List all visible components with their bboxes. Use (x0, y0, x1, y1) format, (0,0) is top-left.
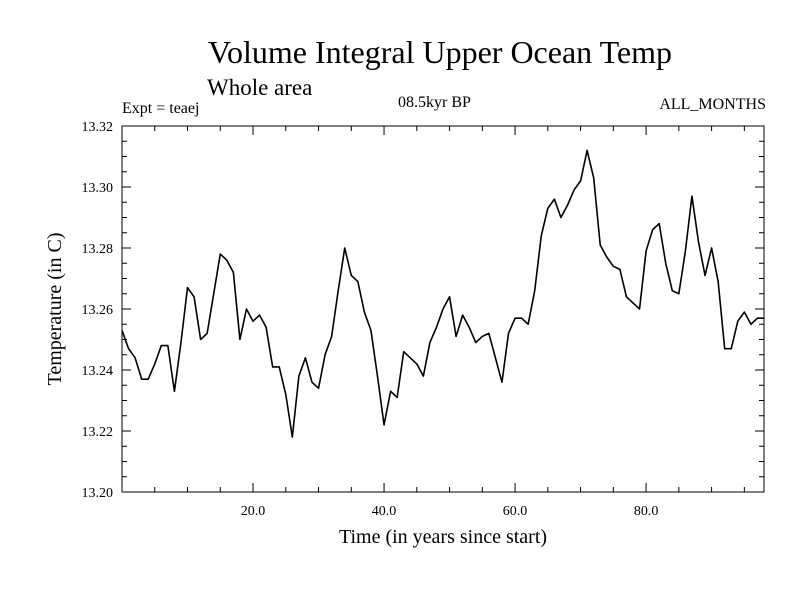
months-label: ALL_MONTHS (659, 96, 766, 113)
x-axis-title: Time (in years since start) (339, 526, 547, 548)
y-tick-labels: 13.20 13.22 13.24 13.26 13.28 13.30 13.32 (82, 120, 114, 501)
y-tick-label: 13.24 (82, 364, 114, 379)
temperature-series-line (121, 149, 764, 438)
x-tick-label: 80.0 (634, 504, 659, 519)
axis-ticks (122, 125, 764, 493)
y-tick-label: 13.26 (82, 303, 114, 318)
x-tick-label: 20.0 (241, 504, 266, 519)
y-tick-label: 13.28 (82, 242, 114, 257)
x-tick-label: 40.0 (372, 504, 397, 519)
chart-subtitle: Whole area (207, 75, 313, 100)
x-tick-labels: 20.0 40.0 60.0 80.0 (241, 504, 659, 519)
y-tick-label: 13.32 (82, 120, 114, 135)
y-tick-label: 13.30 (82, 181, 114, 196)
chart-title: Volume Integral Upper Ocean Temp (208, 34, 672, 70)
x-tick-label: 60.0 (503, 504, 528, 519)
y-tick-label: 13.22 (82, 425, 114, 440)
y-axis-title: Temperature (in C) (44, 233, 66, 386)
experiment-label: Expt = teaej (122, 100, 200, 117)
y-tick-label: 13.20 (82, 486, 114, 501)
period-label: 08.5kyr BP (398, 94, 471, 111)
